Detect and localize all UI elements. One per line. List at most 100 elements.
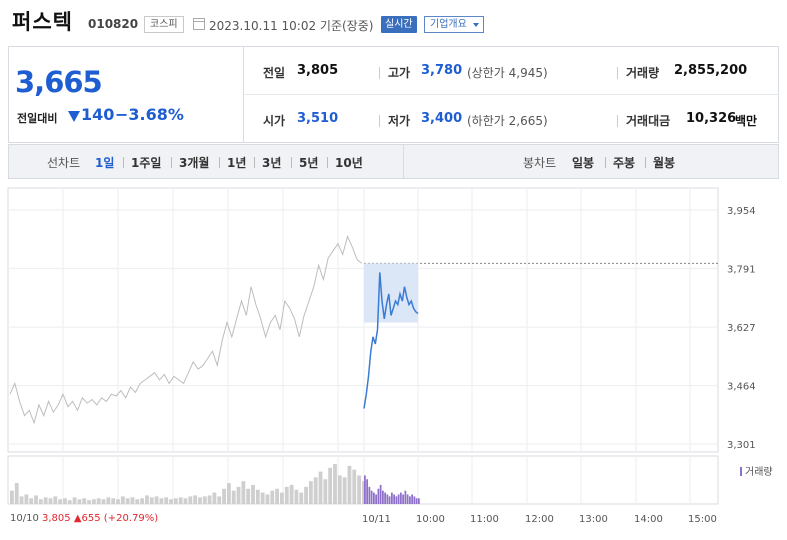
volume-bar [217,496,222,504]
volume-bar [323,479,328,504]
volume-bar [207,495,212,504]
volume-bar [87,500,91,504]
tabs-divider [403,145,404,178]
volume-bar [202,496,207,504]
x-tick-label: 10/11 [362,514,391,525]
volume-bar [53,496,58,504]
tab-5year[interactable]: 5년 [299,156,319,170]
volume-bar-today [364,475,366,504]
volume-bar [362,481,366,504]
tab-separator [219,157,220,168]
tab-separator [605,157,606,168]
tab-separator [645,157,646,168]
volume-bar [91,499,96,504]
volume-bar [265,494,270,504]
volume-bar [14,483,19,504]
prev-close-label: 전일 [263,66,286,80]
prev-day-close: 3,805 [42,513,71,524]
tab-1year[interactable]: 1년 [227,156,247,170]
volume-bar [63,498,67,504]
separator [379,115,380,127]
volume-bar [77,499,82,504]
tab-separator [327,157,328,168]
volume-bar-today [402,494,404,504]
volume-bar-today [373,492,375,504]
volume-bar [246,488,251,504]
volume-bar [304,486,308,504]
company-overview-label: 기업개요 [430,19,467,30]
realtime-button[interactable]: 실시간 [381,16,417,33]
volume-bar-today [386,494,389,504]
volume-bar [289,484,294,504]
volume-bar [231,490,236,504]
tab-1day[interactable]: 1일 [95,156,115,170]
volume-bar [241,481,246,504]
tab-weekly-candle[interactable]: 주봉 [613,156,636,170]
prev-day-summary: 10/10 3,805 ▲655 (+20.79%) [10,513,158,524]
series-line-prev-day [9,235,363,425]
tab-daily-candle[interactable]: 일봉 [572,156,595,170]
volume-bar [313,477,318,504]
volume-bar [251,484,255,504]
volume-bar [178,497,183,504]
diff-label: 전일대비 [17,112,58,125]
volume-bar-today [391,492,393,504]
tab-separator [254,157,255,168]
low-label: 저가 [388,114,411,128]
volume-bar [140,498,145,504]
volume-bar-today [370,490,373,504]
volume-bar-today [418,498,420,504]
price-chart[interactable]: 3,954 3,791 3,627 3,464 3,301 10/11 10:00 11:00… [0,180,787,540]
volume-legend: 거래량 [740,463,773,478]
tab-3month[interactable]: 3개월 [179,156,210,170]
volume-bar [82,498,87,504]
volume-bar [236,486,241,504]
company-overview-dropdown[interactable]: 기업개요 [424,16,484,33]
down-arrow-icon [68,111,80,122]
volume-bar [120,496,125,504]
volume-bar-today [366,479,368,504]
current-price: 3,665 [15,65,103,99]
volume-bar [212,492,217,504]
x-tick-label: 13:00 [579,514,608,525]
volume-bar-today [404,490,407,504]
volume-bar [111,498,116,504]
volume-bar [222,488,226,504]
summary-row-divider [244,94,779,95]
volume-bar-today [379,484,382,504]
volume-bar [299,492,304,504]
price-chart-svg: 3,954 3,791 3,627 3,464 3,301 10/11 10:00 11:00… [7,187,756,525]
volume-value: 2,855,200 [674,63,748,78]
volume-bar [34,495,38,504]
volume-bar [347,465,352,504]
tab-1week[interactable]: 1주일 [131,156,162,170]
quote-datetime: 2023.10.11 10:02 기준(장중) [209,19,374,33]
volume-bar [337,475,342,504]
volume-bar [19,496,24,504]
amount-unit: 백만 [735,114,758,128]
line-chart-label: 선차트 [47,156,81,170]
upper-limit: (상한가 4,945) [467,66,548,80]
volume-bar-today [375,494,377,504]
tab-3year[interactable]: 3년 [262,156,282,170]
tab-monthly-candle[interactable]: 월봉 [653,156,676,170]
volume-bar [130,497,135,504]
volume-bar [183,498,188,504]
volume-bar [135,499,140,504]
volume-bar-today [413,496,416,504]
volume-bar [106,497,111,504]
prev-day-date: 10/10 [10,513,39,524]
chart-tabs: 선차트 1일 1주일 3개월 1년 3년 5년 10년 봉차트 일봉 주봉 월봉 [8,144,779,179]
tab-10year[interactable]: 10년 [335,156,363,170]
prev-close-value: 3,805 [297,63,339,78]
stock-name[interactable]: 퍼스텍 [12,10,73,34]
diff-value: 140 [81,105,115,124]
volume-bar [125,498,130,504]
volume-bar [10,490,14,504]
volume-bar [352,469,357,504]
volume-bar [260,492,265,504]
amount-value: 10,326 [686,111,737,126]
y-tick-label: 3,627 [727,323,756,334]
volume-bar [173,498,178,504]
volume-bar [38,499,43,504]
